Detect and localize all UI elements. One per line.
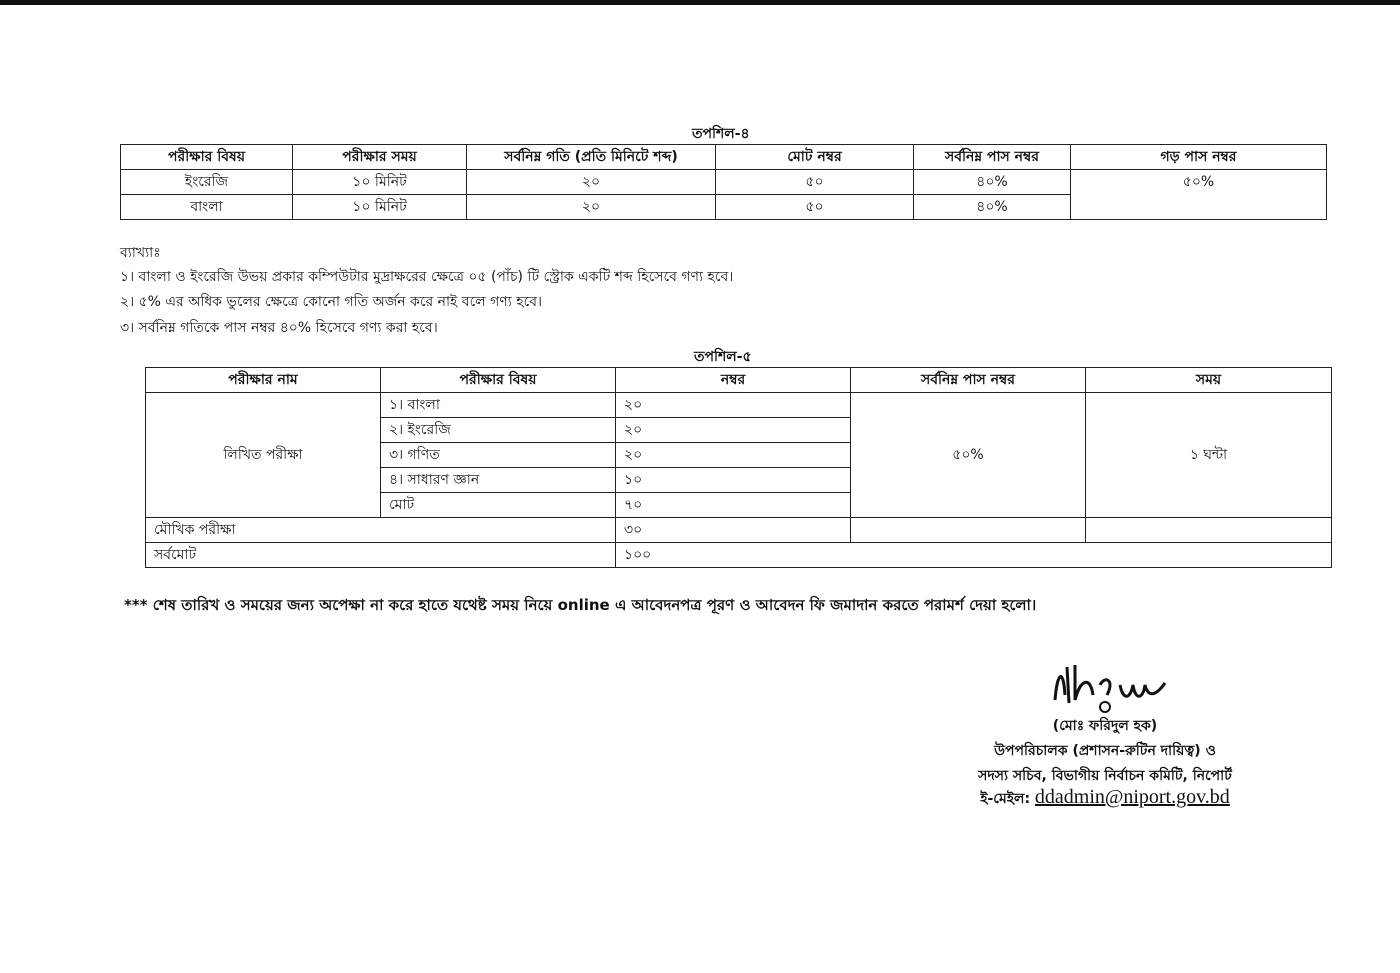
notes-heading: ব্যাখ্যাঃ bbox=[120, 245, 161, 261]
col-header: পরীক্ষার বিষয় bbox=[380, 367, 616, 393]
avg-pass-cell: ৫০% bbox=[1070, 169, 1327, 220]
cell: ২০ bbox=[466, 169, 716, 195]
cell: ১০০ bbox=[615, 542, 1332, 568]
cell: ৩০ bbox=[615, 517, 851, 543]
email-link[interactable]: ddadmin@niport.gov.bd bbox=[1034, 786, 1230, 808]
cell: সর্বমোট bbox=[145, 542, 616, 568]
cell: ১০ bbox=[615, 467, 851, 493]
empty-cell bbox=[850, 517, 1086, 543]
col-header: নম্বর bbox=[615, 367, 851, 393]
table5-title: তপশিল-৫ bbox=[694, 349, 752, 365]
table-row: মৌখিক পরীক্ষা ৩০ bbox=[145, 517, 1332, 543]
cell: ৪। সাধারণ জ্ঞান bbox=[380, 467, 616, 493]
signatory-title: উপপরিচালক (প্রশাসন-রুটিন দায়িত্ব) ও bbox=[994, 743, 1216, 759]
cell: ২০ bbox=[615, 442, 851, 468]
col-header: সর্বনিম্ন পাস নম্বর bbox=[850, 367, 1086, 393]
table-row: ২। ইংরেজি ২০ bbox=[146, 417, 1332, 443]
col-header: পরীক্ষার বিষয় bbox=[120, 144, 293, 170]
table-row: ইংরেজি ১০ মিনিট ২০ ৫০ ৪০% ৫০% bbox=[120, 169, 1327, 220]
cell: ১০ মিনিট bbox=[292, 194, 467, 220]
cell: মোট bbox=[380, 492, 616, 518]
pass-cell: ৫০% bbox=[850, 392, 1086, 518]
footer-note: *** শেষ তারিখ ও সময়ের জন্য অপেক্ষা না ক… bbox=[124, 596, 1037, 614]
cell: ২০ bbox=[615, 392, 851, 418]
col-header: গড় পাস নম্বর bbox=[1070, 144, 1327, 170]
cell: ৫০ bbox=[715, 194, 914, 220]
time-cell: ১ ঘন্টা bbox=[1085, 392, 1332, 518]
table5: পরীক্ষার নাম পরীক্ষার বিষয় নম্বর সর্বনি… bbox=[145, 367, 1332, 568]
cell: ২০ bbox=[615, 417, 851, 443]
col-header: পরীক্ষার নাম bbox=[145, 367, 381, 393]
cell: ৭০ bbox=[615, 492, 851, 518]
table4-title: তপশিল-৪ bbox=[692, 126, 750, 142]
table4: পরীক্ষার বিষয় পরীক্ষার সময় সর্বনিম্ন গ… bbox=[120, 144, 1327, 220]
cell: ২। ইংরেজি bbox=[380, 417, 616, 443]
note-item: ২। ৫% এর অধিক ভুলের ক্ষেত্রে কোনো গতি অর… bbox=[120, 294, 543, 310]
email-line: ই-মেইল: ddadmin@niport.gov.bd bbox=[940, 786, 1270, 811]
col-header: পরীক্ষার সময় bbox=[292, 144, 467, 170]
table-row: মোট ৭০ bbox=[146, 492, 1332, 518]
col-header: সময় bbox=[1085, 367, 1332, 393]
cell: ইংরেজি bbox=[120, 169, 293, 195]
cell: ১। বাংলা bbox=[380, 392, 616, 418]
email-label: ই-মেইল: bbox=[980, 791, 1031, 807]
col-header: মোট নম্বর bbox=[715, 144, 914, 170]
signatory-name: (মোঃ ফরিদুল হক) bbox=[1052, 718, 1158, 734]
table-row: ৪। সাধারণ জ্ঞান ১০ bbox=[146, 467, 1332, 493]
cell: ৩। গণিত bbox=[380, 442, 616, 468]
cell: বাংলা bbox=[120, 194, 293, 220]
empty-cell bbox=[1085, 517, 1332, 543]
table-row: সর্বমোট ১০০ bbox=[145, 542, 1332, 568]
cell: মৌখিক পরীক্ষা bbox=[145, 517, 616, 543]
cell: ৫০ bbox=[715, 169, 914, 195]
note-item: ৩। সর্বনিম্ন গতিকে পাস নম্বর ৪০% হিসেবে … bbox=[120, 320, 438, 336]
cell: ৪০% bbox=[913, 169, 1071, 195]
table-row: ৩। গণিত ২০ bbox=[146, 442, 1332, 468]
col-header: সর্বনিম্ন গতি (প্রতি মিনিটে শব্দ) bbox=[466, 144, 716, 170]
scan-edge bbox=[0, 0, 1400, 5]
signature-image bbox=[1053, 665, 1167, 713]
note-item: ১। বাংলা ও ইংরেজি উভয় প্রকার কম্পিউটার … bbox=[120, 269, 734, 285]
cell: ৪০% bbox=[913, 194, 1071, 220]
col-header: সর্বনিম্ন পাস নম্বর bbox=[913, 144, 1071, 170]
cell: ১০ মিনিট bbox=[292, 169, 467, 195]
cell: ২০ bbox=[466, 194, 716, 220]
table-row: লিখিত পরীক্ষা ১। বাংলা ২০ ৫০% ১ ঘন্টা bbox=[145, 392, 1332, 518]
table-row: বাংলা ১০ মিনিট ২০ ৫০ ৪০% bbox=[120, 194, 1327, 220]
signatory-title: সদস্য সচিব, বিভাগীয় নির্বাচন কমিটি, নিপ… bbox=[978, 768, 1232, 784]
written-exam-cell: লিখিত পরীক্ষা bbox=[145, 392, 381, 518]
